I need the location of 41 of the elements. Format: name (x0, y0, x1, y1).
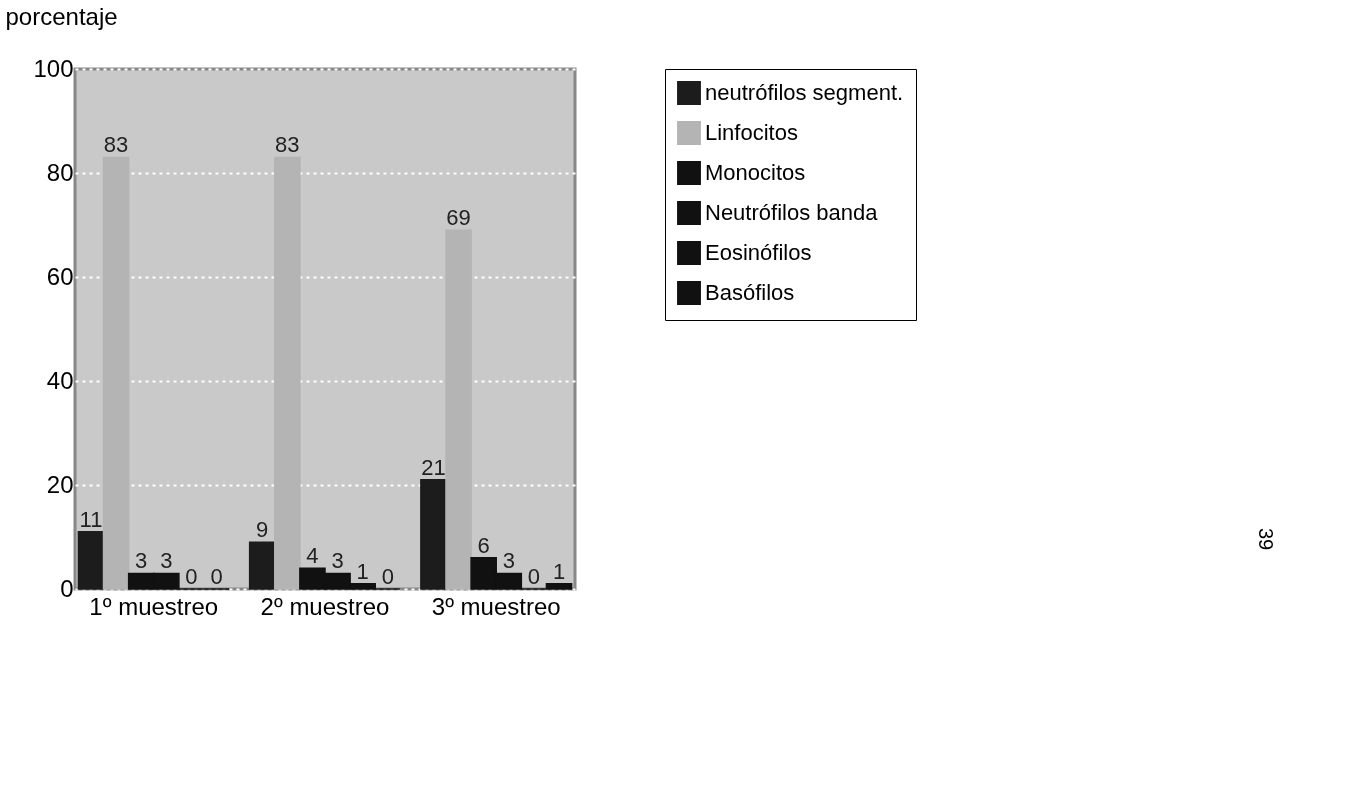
y-tick-label: 60 (46, 262, 74, 290)
data-label: 3 (502, 548, 515, 574)
y-axis-title: porcentaje (5, 2, 118, 30)
y-tick-label: 40 (46, 366, 74, 394)
data-label: 0 (527, 564, 541, 589)
legend-label: Neutrófilos banda (705, 200, 879, 225)
data-label: 21 (421, 454, 446, 480)
x-tick-label: 1º muestreo (89, 592, 219, 620)
legend-label: Basófilos (705, 280, 795, 305)
y-tick-label: 100 (33, 54, 74, 82)
data-label: 11 (79, 506, 103, 532)
data-label: 1 (356, 558, 369, 584)
bar (274, 156, 301, 590)
data-label: 0 (185, 564, 198, 589)
bar (248, 541, 276, 590)
data-label: 0 (210, 564, 223, 589)
data-label: 1 (552, 558, 566, 584)
x-tick-label: 3º muestreo (431, 592, 561, 620)
bar (77, 531, 105, 590)
y-tick-label: 0 (60, 574, 74, 602)
data-label: 3 (135, 548, 148, 574)
data-label: 0 (381, 564, 394, 589)
data-label: 3 (331, 548, 344, 574)
data-label: 69 (446, 205, 471, 231)
data-label: 3 (160, 548, 173, 574)
bar (445, 229, 472, 590)
legend-label: neutrófilos segment. (705, 80, 904, 105)
bar (420, 479, 447, 590)
legend-label: Eosinófilos (705, 240, 812, 265)
data-label: 6 (477, 532, 490, 558)
y-tick-label: 80 (46, 158, 74, 186)
data-label: 4 (306, 543, 319, 569)
data-label: 83 (275, 132, 300, 158)
x-tick-label: 2º muestreo (260, 592, 390, 620)
legend-label: Monocitos (705, 160, 806, 185)
legend-label: Linfocitos (705, 120, 798, 145)
text: 39 (1255, 527, 1277, 551)
data-label: 9 (256, 517, 269, 543)
y-tick-label: 20 (46, 470, 74, 498)
bar (102, 156, 130, 590)
data-label: 83 (103, 132, 129, 158)
